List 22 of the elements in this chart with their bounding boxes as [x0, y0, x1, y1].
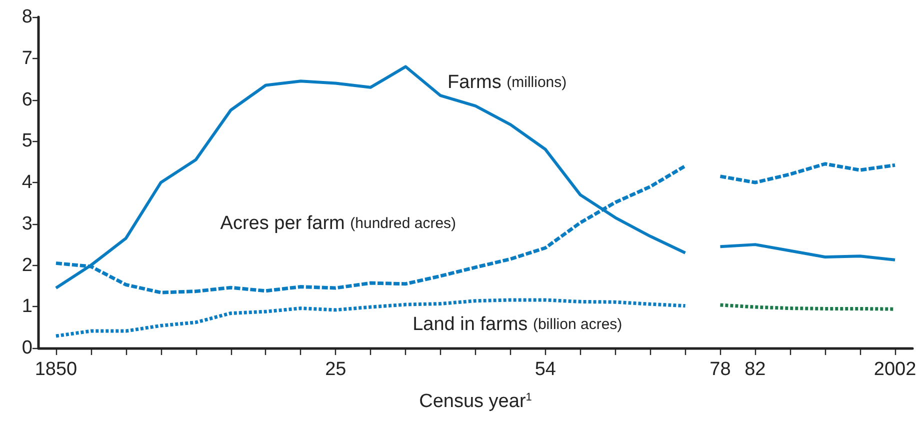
line-series	[718, 243, 897, 262]
x-tick-label: 54	[534, 359, 556, 380]
y-tick-label: 2	[22, 254, 32, 276]
series-label: Farms (millions)	[448, 72, 567, 94]
y-tick-label: 7	[22, 48, 32, 69]
series-label: Acres per farm (hundred acres)	[220, 212, 456, 234]
x-tick-label: 25	[325, 359, 346, 380]
y-tick-label: 4	[22, 172, 33, 193]
line-series	[54, 298, 688, 338]
y-tick-label: 1	[22, 296, 32, 318]
x-tick-label: 82	[744, 359, 766, 380]
x-tick-label: 78	[710, 359, 731, 380]
x-tick-label: 2002	[874, 359, 916, 380]
series-label: Land in farms (billion acres)	[412, 314, 622, 336]
line-series	[54, 65, 687, 290]
line-series	[718, 162, 897, 184]
y-tick-label: 8	[22, 6, 32, 28]
y-tick-label: 0	[22, 338, 32, 358]
y-tick-label: 3	[22, 213, 32, 234]
y-tick-label: 6	[22, 89, 32, 110]
x-tick-label: 1850	[34, 359, 78, 380]
y-tick-label: 5	[22, 130, 32, 152]
